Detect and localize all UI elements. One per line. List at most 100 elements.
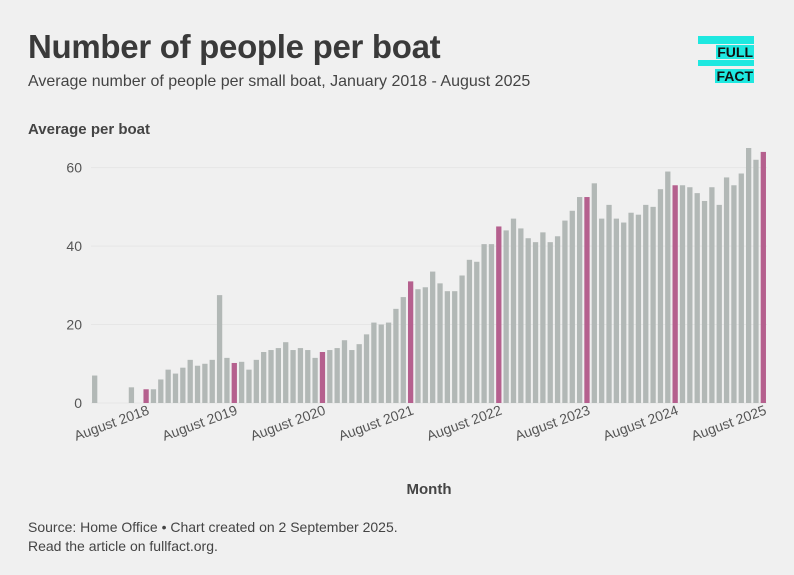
bar[interactable] (665, 171, 671, 403)
bar[interactable] (202, 363, 208, 403)
bar[interactable] (437, 283, 443, 403)
bar[interactable] (679, 185, 686, 403)
bar[interactable] (312, 357, 318, 403)
bar-highlighted[interactable] (496, 226, 502, 403)
bar[interactable] (745, 148, 752, 403)
x-tick-label: August 2021 (336, 402, 416, 444)
bar[interactable] (709, 187, 715, 403)
bar[interactable] (224, 357, 230, 403)
bar[interactable] (165, 369, 171, 403)
bar[interactable] (297, 348, 304, 403)
bar[interactable] (657, 189, 664, 403)
bar[interactable] (569, 210, 575, 403)
y-axis-title: Average per boat (28, 121, 150, 138)
bar-highlighted[interactable] (143, 389, 149, 403)
bar-highlighted[interactable] (760, 151, 766, 403)
bar[interactable] (349, 350, 355, 403)
bar[interactable] (481, 244, 487, 403)
bar[interactable] (532, 242, 539, 403)
bar[interactable] (723, 177, 730, 403)
bar[interactable] (290, 350, 296, 403)
bar-highlighted[interactable] (319, 352, 326, 403)
x-tick-label: August 2018 (72, 402, 152, 444)
y-axis-ticks: 0 20 40 60 (66, 160, 82, 411)
bar[interactable] (393, 308, 399, 403)
bar[interactable] (430, 271, 436, 403)
bar[interactable] (305, 350, 311, 403)
y-tick-label: 0 (74, 395, 82, 411)
bar[interactable] (716, 204, 722, 403)
bar[interactable] (268, 350, 274, 403)
bar[interactable] (371, 322, 377, 403)
bar[interactable] (444, 291, 451, 403)
bar[interactable] (452, 291, 458, 403)
bar[interactable] (415, 289, 421, 403)
logo-word-fact: FACT (715, 68, 754, 84)
bar[interactable] (246, 369, 252, 403)
bar[interactable] (591, 183, 597, 403)
bar[interactable] (643, 204, 649, 403)
y-tick-label: 60 (66, 160, 82, 176)
bar[interactable] (525, 238, 531, 403)
bar[interactable] (378, 324, 384, 403)
bar[interactable] (503, 230, 509, 403)
bar[interactable] (356, 344, 362, 403)
bar[interactable] (180, 367, 186, 403)
bar[interactable] (738, 173, 744, 404)
bar[interactable] (753, 159, 759, 403)
bar[interactable] (701, 200, 708, 403)
bar[interactable] (194, 365, 201, 403)
bar[interactable] (510, 218, 517, 403)
bar[interactable] (238, 361, 245, 403)
x-tick-label: August 2025 (689, 402, 769, 444)
bar[interactable] (216, 295, 223, 403)
bar[interactable] (474, 261, 480, 403)
bar[interactable] (518, 228, 524, 403)
bar[interactable] (606, 204, 612, 403)
bar[interactable] (187, 359, 193, 403)
bar-highlighted[interactable] (672, 185, 678, 403)
bar[interactable] (92, 375, 98, 403)
full-fact-logo[interactable]: FULL FACT (698, 36, 754, 84)
bar[interactable] (422, 287, 428, 403)
bar[interactable] (283, 342, 289, 403)
read-more-link[interactable]: Read the article on fullfact.org. (28, 538, 218, 554)
bar-highlighted[interactable] (231, 362, 237, 403)
bar[interactable] (128, 387, 135, 403)
bar[interactable] (635, 214, 642, 403)
bar[interactable] (158, 379, 164, 403)
bar[interactable] (694, 193, 700, 403)
bar[interactable] (341, 340, 348, 403)
bar[interactable] (540, 232, 546, 403)
bar[interactable] (327, 350, 333, 403)
bar[interactable] (621, 222, 627, 403)
bar[interactable] (599, 218, 605, 403)
bar[interactable] (613, 218, 620, 403)
bar[interactable] (459, 275, 465, 404)
bar[interactable] (275, 348, 282, 403)
bar[interactable] (576, 197, 583, 403)
bar[interactable] (363, 334, 370, 403)
bar[interactable] (385, 322, 392, 403)
bar[interactable] (488, 244, 495, 403)
source-note: Source: Home Office • Chart created on 2… (28, 519, 398, 535)
bar-highlighted[interactable] (407, 281, 414, 403)
bar[interactable] (731, 185, 737, 403)
y-tick-label: 20 (66, 317, 82, 333)
bar[interactable] (547, 242, 553, 403)
bar[interactable] (400, 297, 406, 403)
bar[interactable] (261, 352, 267, 403)
bar[interactable] (466, 259, 473, 403)
bar[interactable] (687, 187, 693, 403)
bar[interactable] (562, 220, 568, 403)
bar[interactable] (150, 389, 157, 403)
bar[interactable] (650, 206, 656, 403)
bar[interactable] (554, 236, 561, 403)
bar[interactable] (209, 359, 215, 403)
bar[interactable] (253, 359, 259, 403)
bar-highlighted[interactable] (584, 197, 590, 403)
bar[interactable] (334, 348, 340, 403)
bar[interactable] (172, 373, 179, 403)
bar[interactable] (628, 212, 634, 403)
